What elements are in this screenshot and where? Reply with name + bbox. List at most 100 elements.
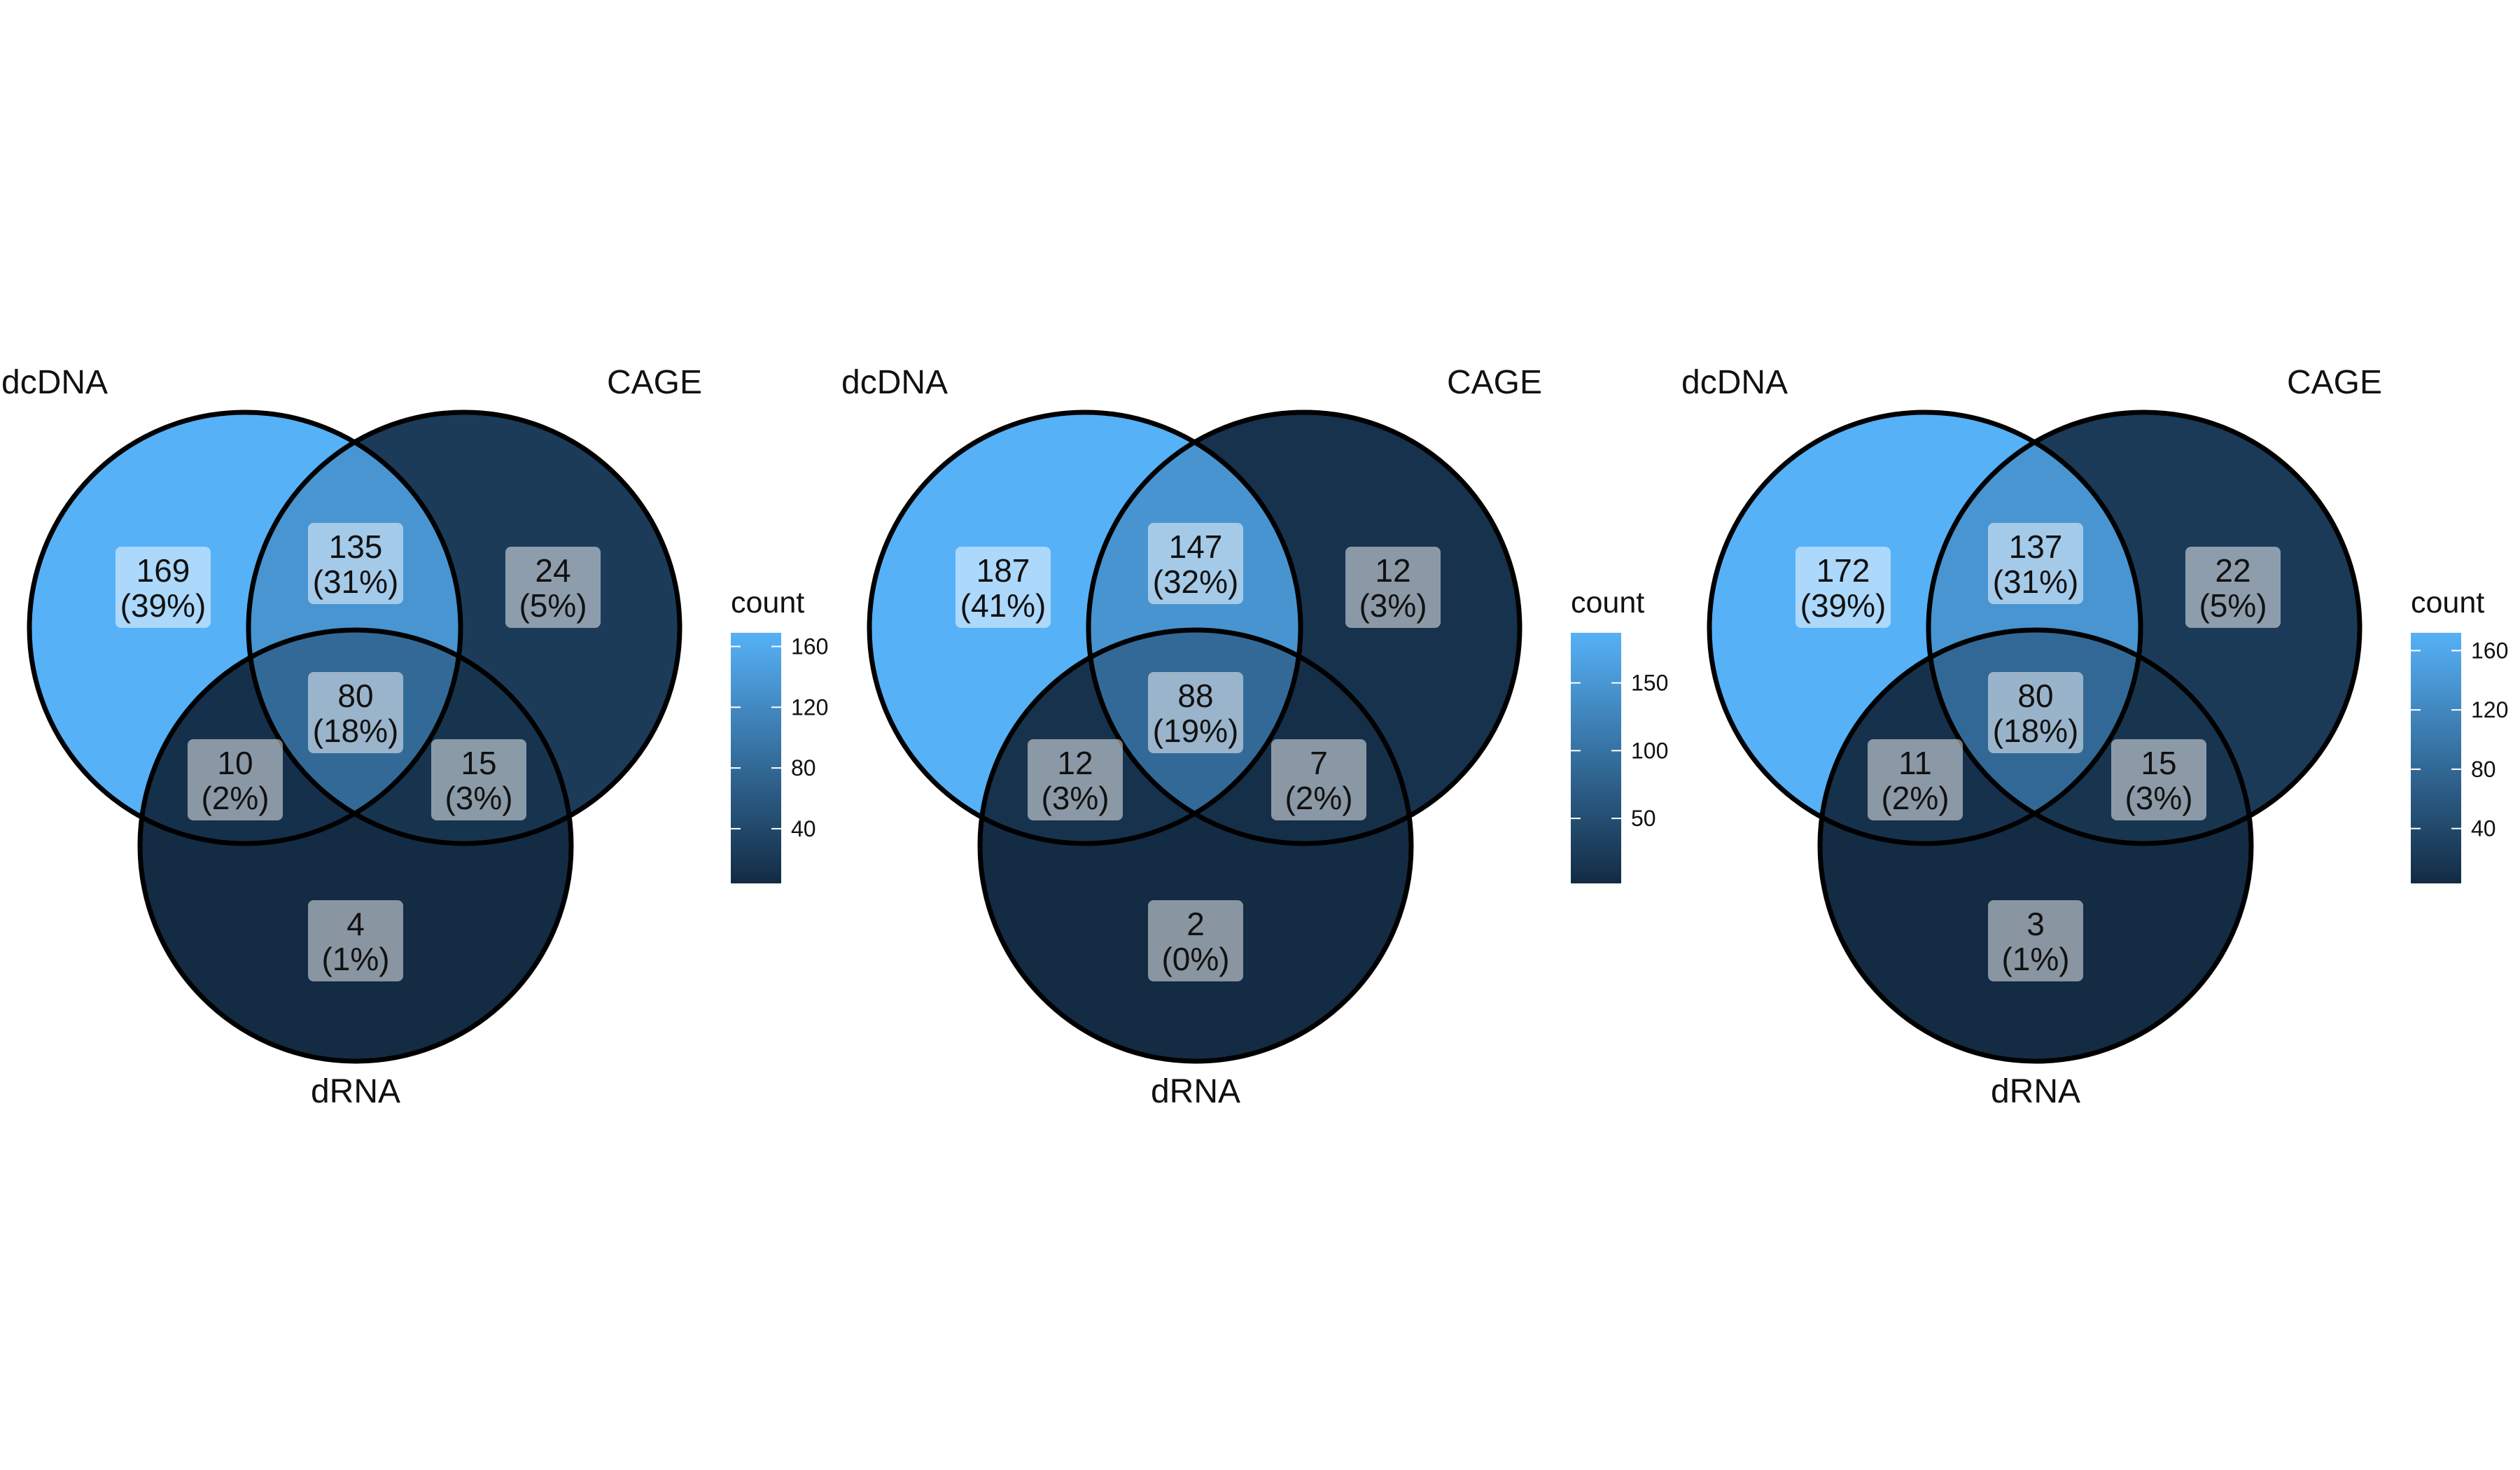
region-percent: (2%) xyxy=(201,780,269,816)
region-percent: (2%) xyxy=(1284,780,1352,816)
label-box xyxy=(115,547,211,628)
region-label-drna: 4(1%) xyxy=(308,900,403,981)
region-count: 80 xyxy=(2017,678,2053,714)
legend: count 40 80 120 160 xyxy=(2411,586,2508,883)
legend-tick-label: 40 xyxy=(2471,816,2496,841)
region-label-dcdna-drna: 12(3%) xyxy=(1028,739,1123,820)
label-box xyxy=(1795,547,1891,628)
legend-tick-label: 80 xyxy=(791,755,816,780)
region-label-drna: 3(1%) xyxy=(1988,900,2083,981)
region-label-cage-drna: 7(2%) xyxy=(1271,739,1366,820)
set-label-drna: dRNA xyxy=(1991,1073,2080,1110)
legend-title: count xyxy=(2411,586,2484,620)
legend-colorbar xyxy=(2411,633,2461,883)
label-box xyxy=(2111,739,2206,820)
label-box xyxy=(308,523,403,604)
region-count: 12 xyxy=(1375,552,1410,589)
region-count: 15 xyxy=(2141,745,2176,781)
set-label-cage: CAGE xyxy=(1447,364,1542,401)
region-label-dcdna-cage-drna: 80(18%) xyxy=(1988,672,2083,753)
region-percent: (0%) xyxy=(1161,941,1229,977)
region-label-cage: 12(3%) xyxy=(1345,547,1441,628)
set-label-drna: dRNA xyxy=(311,1073,400,1110)
label-box xyxy=(1148,900,1243,981)
circle-outline-dcdna xyxy=(27,410,463,846)
region-count: 169 xyxy=(136,552,190,589)
legend-tick-label: 160 xyxy=(791,634,828,659)
legend-title: count xyxy=(731,586,804,620)
legend-tick-label: 120 xyxy=(791,694,828,720)
region-count: 137 xyxy=(2009,528,2063,565)
region-count: 2 xyxy=(1186,906,1205,942)
legend-title: count xyxy=(1571,586,1644,620)
set-label-dcdna: dcDNA xyxy=(841,364,948,401)
label-box xyxy=(1988,672,2083,753)
label-box xyxy=(1271,739,1366,820)
region-label-dcdna: 169(39%) xyxy=(115,547,211,628)
region-percent: (39%) xyxy=(1800,587,1886,624)
legend-colorbar xyxy=(731,633,781,883)
label-box xyxy=(1868,739,1963,820)
region-count: 22 xyxy=(2215,552,2250,589)
set-label-dcdna: dcDNA xyxy=(1,364,108,401)
label-box xyxy=(1148,523,1243,604)
region-label-cage-drna: 15(3%) xyxy=(2111,739,2206,820)
label-box xyxy=(188,739,283,820)
circle-outline-cage xyxy=(246,410,682,846)
legend-tick-label: 50 xyxy=(1631,806,1656,831)
region-label-dcdna-drna: 11(2%) xyxy=(1868,739,1963,820)
region-percent: (3%) xyxy=(1359,587,1427,624)
label-box xyxy=(308,900,403,981)
circle-outline-drna xyxy=(137,627,574,1064)
label-box xyxy=(1345,547,1441,628)
circle-outline-cage xyxy=(1086,410,1522,846)
legend-tick-label: 80 xyxy=(2471,757,2496,782)
region-count: 80 xyxy=(337,678,373,714)
region-percent: (5%) xyxy=(2199,587,2267,624)
region-percent: (3%) xyxy=(1041,780,1109,816)
set-label-cage: CAGE xyxy=(607,364,702,401)
region-percent: (3%) xyxy=(2124,780,2192,816)
set-label-drna: dRNA xyxy=(1151,1073,1240,1110)
region-count: 4 xyxy=(346,906,365,942)
region-percent: (18%) xyxy=(1993,713,2079,749)
label-box xyxy=(1148,672,1243,753)
label-box xyxy=(1028,739,1123,820)
legend: count 50 100 150 xyxy=(1571,586,1668,883)
region-count: 147 xyxy=(1169,528,1223,565)
label-box xyxy=(431,739,526,820)
region-percent: (1%) xyxy=(2001,941,2069,977)
region-count: 172 xyxy=(1816,552,1870,589)
region-count: 24 xyxy=(535,552,570,589)
region-count: 15 xyxy=(461,745,496,781)
region-label-dcdna: 172(39%) xyxy=(1795,547,1891,628)
region-count: 10 xyxy=(217,745,253,781)
region-percent: (31%) xyxy=(1993,564,2079,600)
region-percent: (32%) xyxy=(1153,564,1239,600)
label-box xyxy=(308,672,403,753)
region-label-dcdna: 187(41%) xyxy=(955,547,1051,628)
region-percent: (18%) xyxy=(313,713,399,749)
region-label-drna: 2(0%) xyxy=(1148,900,1243,981)
region-label-dcdna-cage: 135(31%) xyxy=(308,523,403,604)
circle-outline-dcdna xyxy=(1707,410,2143,846)
region-percent: (5%) xyxy=(519,587,587,624)
region-count: 7 xyxy=(1310,745,1328,781)
legend-tick-label: 120 xyxy=(2471,697,2508,722)
region-label-cage-drna: 15(3%) xyxy=(431,739,526,820)
label-box xyxy=(505,547,601,628)
circle-outline-dcdna xyxy=(867,410,1303,846)
legend: count 40 80 120 160 xyxy=(731,586,828,883)
region-count: 187 xyxy=(976,552,1030,589)
set-label-cage: CAGE xyxy=(2287,364,2382,401)
region-count: 3 xyxy=(2026,906,2045,942)
circle-outline-drna xyxy=(977,627,1414,1064)
region-percent: (19%) xyxy=(1153,713,1239,749)
region-percent: (1%) xyxy=(321,941,389,977)
region-label-dcdna-drna: 10(2%) xyxy=(188,739,283,820)
